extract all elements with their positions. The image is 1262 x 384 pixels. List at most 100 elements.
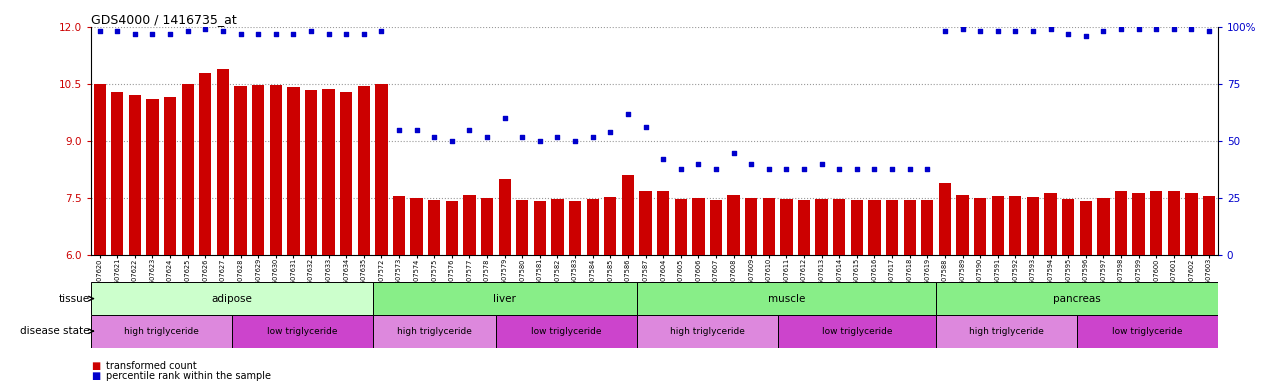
Bar xyxy=(904,200,916,255)
Point xyxy=(864,166,885,172)
Point xyxy=(1111,26,1131,32)
Point xyxy=(336,31,356,37)
Bar xyxy=(604,197,617,255)
Bar xyxy=(182,84,194,255)
Point xyxy=(794,166,814,172)
Point xyxy=(1181,26,1201,32)
Bar xyxy=(164,97,177,255)
Point xyxy=(953,26,973,32)
Bar xyxy=(516,200,529,255)
Point xyxy=(1093,28,1113,35)
Bar xyxy=(637,282,936,315)
Bar xyxy=(745,198,757,255)
Bar xyxy=(833,199,846,255)
Text: low triglyceride: low triglyceride xyxy=(822,327,892,336)
Text: pancreas: pancreas xyxy=(1053,293,1100,304)
Bar xyxy=(851,200,863,255)
Point xyxy=(300,28,321,35)
Point xyxy=(565,138,586,144)
Text: adipose: adipose xyxy=(211,293,252,304)
Bar xyxy=(762,198,775,255)
Point xyxy=(196,26,216,32)
Bar xyxy=(534,201,546,255)
Point xyxy=(583,134,603,140)
Bar xyxy=(1063,199,1074,255)
Bar xyxy=(551,199,564,255)
Text: high triglyceride: high triglyceride xyxy=(670,327,745,336)
Point xyxy=(618,111,639,117)
Bar xyxy=(270,85,281,255)
Point xyxy=(1040,26,1060,32)
Point xyxy=(477,134,497,140)
Point xyxy=(548,134,568,140)
Bar xyxy=(868,200,881,255)
Point xyxy=(318,31,338,37)
Bar xyxy=(587,199,599,255)
Bar xyxy=(622,175,634,255)
Point xyxy=(935,28,955,35)
Point xyxy=(1058,31,1078,37)
Bar xyxy=(1010,196,1021,255)
Bar xyxy=(1132,192,1145,255)
Bar xyxy=(235,86,246,255)
Bar xyxy=(692,198,704,255)
Point xyxy=(741,161,761,167)
Bar xyxy=(339,92,352,255)
Bar xyxy=(640,190,651,255)
Point xyxy=(900,166,920,172)
Point xyxy=(213,28,233,35)
Text: low triglyceride: low triglyceride xyxy=(531,327,602,336)
Bar xyxy=(481,198,493,255)
Point xyxy=(406,127,427,133)
Bar xyxy=(939,183,952,255)
Bar xyxy=(1203,196,1215,255)
Bar xyxy=(392,196,405,255)
Bar xyxy=(111,92,124,255)
Bar xyxy=(936,282,1218,315)
Point xyxy=(601,129,621,135)
Point xyxy=(178,28,198,35)
Point xyxy=(776,166,796,172)
Bar xyxy=(1167,190,1180,255)
Bar xyxy=(129,96,141,255)
Bar xyxy=(957,195,969,255)
Bar xyxy=(886,200,899,255)
Point xyxy=(811,161,832,167)
Bar xyxy=(91,315,232,348)
Point xyxy=(1006,28,1026,35)
Point xyxy=(1022,28,1042,35)
Bar xyxy=(372,315,496,348)
Text: GDS4000 / 1416735_at: GDS4000 / 1416735_at xyxy=(91,13,236,26)
Point xyxy=(917,166,938,172)
Bar xyxy=(569,200,582,255)
Bar xyxy=(428,200,440,255)
Point xyxy=(829,166,849,172)
Point xyxy=(636,124,656,131)
Text: transformed count: transformed count xyxy=(106,361,197,371)
Bar xyxy=(217,69,230,255)
Point xyxy=(530,138,550,144)
Point xyxy=(424,134,444,140)
Bar xyxy=(936,315,1076,348)
Bar xyxy=(1079,201,1092,255)
Bar xyxy=(305,90,317,255)
Bar xyxy=(780,199,793,255)
Bar xyxy=(375,84,387,255)
Text: tissue: tissue xyxy=(58,293,90,304)
Point xyxy=(847,166,867,172)
Bar xyxy=(992,196,1003,255)
Point xyxy=(705,166,726,172)
Point xyxy=(1075,33,1095,39)
Text: muscle: muscle xyxy=(767,293,805,304)
Bar xyxy=(496,315,637,348)
Bar xyxy=(199,73,212,255)
Text: high triglyceride: high triglyceride xyxy=(396,327,472,336)
Bar xyxy=(798,200,810,255)
Bar xyxy=(1150,191,1162,255)
Point xyxy=(758,166,779,172)
Point xyxy=(1128,26,1148,32)
Text: high triglyceride: high triglyceride xyxy=(124,327,198,336)
Bar xyxy=(410,198,423,255)
Point xyxy=(107,28,127,35)
Text: low triglyceride: low triglyceride xyxy=(1112,327,1182,336)
